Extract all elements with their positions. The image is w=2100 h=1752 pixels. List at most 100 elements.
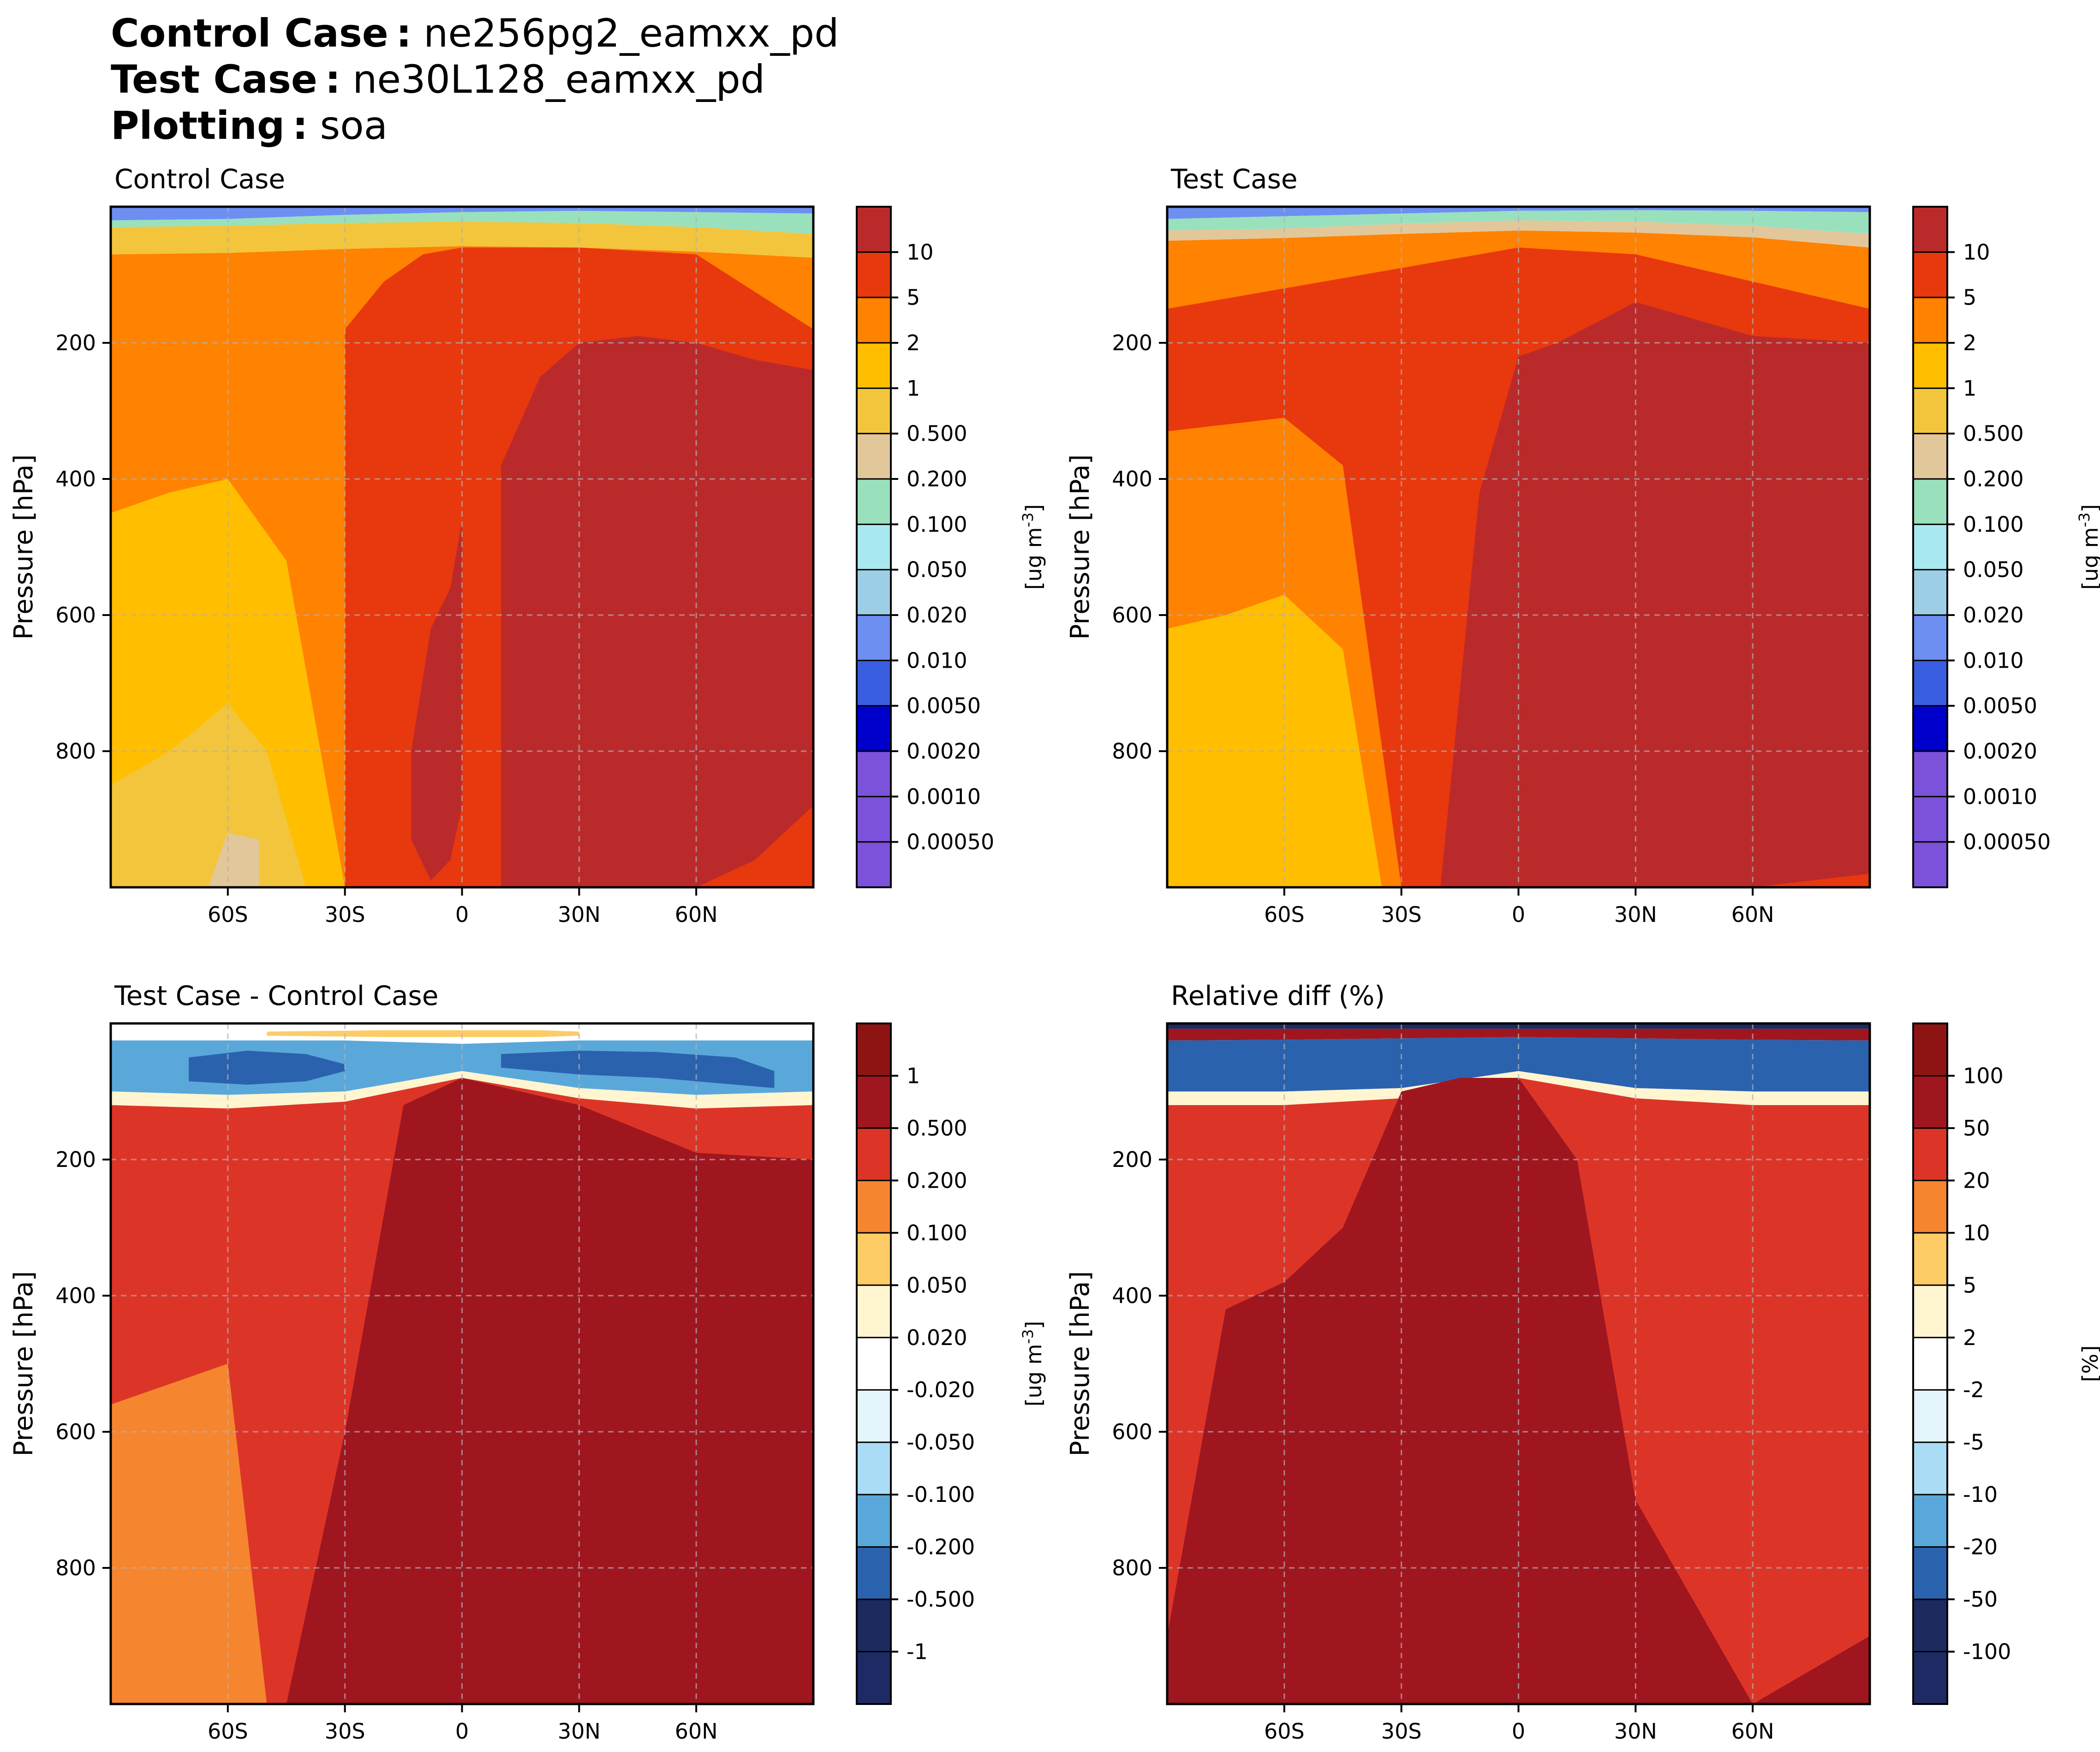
colorbar-tick-label: 0.00050 [907, 830, 994, 855]
x-tick-label: 30N [1614, 1719, 1657, 1744]
header-test: Test Case : ne30L128_eamxx_pd [111, 56, 765, 102]
colorbar-tick-label: 0.010 [907, 648, 967, 673]
colorbar-band [857, 842, 891, 888]
colorbar-tick-label: 0.200 [1963, 466, 2024, 491]
colorbar-band [1913, 1547, 1947, 1600]
contour-fills [111, 1030, 813, 1704]
colorbar-tick-label: 1 [907, 1063, 920, 1088]
colorbar-tick-label: 0.050 [1963, 557, 2024, 582]
colorbar-tick-label: 10 [1963, 1220, 1990, 1245]
colorbar-tick-label: -50 [1963, 1587, 1998, 1612]
header-plotting: Plotting : soa [111, 102, 388, 149]
colorbar-band [1913, 1023, 1947, 1076]
x-tick-label: 0 [455, 1719, 469, 1744]
x-tick-label: 30S [325, 902, 365, 927]
control-case-value: ne256pg2_eamxx_pd [424, 11, 839, 56]
colorbar-tick-label: 0.020 [907, 603, 967, 628]
colorbar-band [857, 569, 891, 616]
colorbar-band [1913, 615, 1947, 661]
colorbar-band [857, 524, 891, 570]
x-tick-label: 60S [1264, 902, 1305, 927]
colorbar-tick-label: 20 [1963, 1168, 1990, 1193]
y-tick-label: 200 [1112, 1147, 1152, 1172]
colorbar-band [1913, 388, 1947, 434]
plotting-value: soa [320, 103, 388, 148]
y-tick-label: 400 [1112, 466, 1152, 491]
y-axis-label: Pressure [hPa] [1065, 1271, 1095, 1457]
colorbar-band [1913, 660, 1947, 706]
colorbar-tick-label: 0.100 [1963, 512, 2024, 537]
y-tick-label: 200 [55, 330, 96, 355]
colorbar-band [857, 1076, 891, 1129]
contour-top-tint [267, 1030, 579, 1037]
colorbar-band [857, 1023, 891, 1076]
colorbar-band [857, 1285, 891, 1338]
colorbar-tick-label: -0.050 [907, 1430, 975, 1455]
colorbar-tick-label: 0.020 [907, 1325, 967, 1350]
header-control: Control Case : ne256pg2_eamxx_pd [111, 10, 839, 56]
contour-red-core [411, 520, 462, 881]
colorbar-tick-label: -1 [907, 1639, 928, 1664]
colorbar-tick-label: 50 [1963, 1116, 1990, 1141]
colorbar-band [1913, 207, 1947, 252]
colorbar-band [1913, 706, 1947, 752]
colorbar-tick-label: 0.100 [907, 512, 967, 537]
colorbar-band [1913, 1495, 1947, 1548]
contour-white-band [1167, 1071, 1870, 1105]
colorbar-tick-label: 5 [1963, 285, 1976, 310]
colorbar-band [1913, 842, 1947, 888]
colorbar-band [857, 1128, 891, 1181]
x-tick-label: 30S [1381, 1719, 1422, 1744]
contour-upper-green [1167, 220, 1870, 248]
y-tick-label: 600 [55, 1419, 96, 1444]
colorbar-band [857, 1651, 891, 1704]
colorbar-band [1913, 1232, 1947, 1286]
contour-dark-red [286, 1078, 813, 1704]
colorbar-frame [856, 1022, 892, 1705]
colorbar-band [857, 252, 891, 298]
colorbar-band [857, 388, 891, 434]
colorbar-band [857, 706, 891, 752]
colorbar-band [857, 207, 891, 252]
colorbar-tick-label: 0.500 [907, 421, 967, 446]
colorbar: 100 50 20 10 5 2 -2 -5 -10 -20 -50 -100 [%] [1912, 1022, 2100, 1705]
contour-upper-cyan [1167, 210, 1870, 234]
colorbar-tick-label: 0.050 [907, 1273, 967, 1298]
x-tick-label: 60N [675, 902, 718, 927]
colorbar-tick-label: -100 [1963, 1639, 2011, 1664]
panel-2: 60S 30S 0 30N 60N 200 400 600 800 Pressure [hPa] T… [1065, 163, 2100, 927]
x-tick-label: 60N [1731, 1719, 1774, 1744]
colorbar-band [1913, 1285, 1947, 1338]
panel-title: Test Case [1170, 163, 1298, 195]
colorbar-tick-label: 0.050 [907, 557, 967, 582]
contour-white-band [111, 1071, 813, 1109]
colorbar-tick-label: -0.020 [907, 1377, 975, 1402]
colorbar-tick-label: 0.00050 [1963, 830, 2051, 855]
colorbar-band [857, 1180, 891, 1233]
x-tick-label: 60N [1731, 902, 1774, 927]
colorbar-tick-label: -2 [1963, 1377, 1984, 1402]
colorbar-label: [%] [2078, 1345, 2100, 1382]
colorbar-band [857, 433, 891, 479]
colorbar-tick-label: 0.020 [1963, 603, 2024, 628]
x-tick-label: 30N [558, 1719, 601, 1744]
panel-3: 60S 30S 0 30N 60N 200 400 600 800 Pressure [hPa] T… [9, 980, 1046, 1744]
colorbar-tick-label: 2 [1963, 1325, 1976, 1350]
colorbar-band [1913, 297, 1947, 343]
colorbar-tick-label: 0.100 [907, 1220, 967, 1245]
colorbar-band [1913, 1390, 1947, 1443]
colorbar-band [857, 1599, 891, 1652]
y-tick-label: 800 [55, 1555, 96, 1580]
y-tick-label: 200 [1112, 330, 1152, 355]
colorbar-tick-label: 0.500 [1963, 421, 2024, 446]
panel-title: Relative diff (%) [1171, 980, 1385, 1011]
colorbar-frame [856, 206, 892, 888]
contour-pale-south [1167, 594, 1382, 887]
y-tick-label: 600 [1112, 1419, 1152, 1444]
x-tick-label: 0 [1512, 902, 1525, 927]
colorbar-label: [ug m-3] [2076, 504, 2100, 590]
colorbar-frame [1912, 206, 1948, 888]
colorbar-tick-label: 1 [907, 376, 920, 401]
contour-red-north [501, 336, 813, 887]
test-case-key: Test Case : [111, 57, 341, 102]
